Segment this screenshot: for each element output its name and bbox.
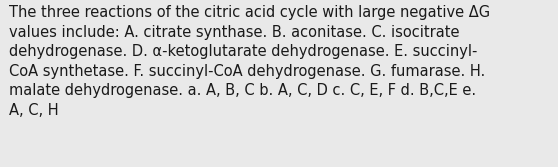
Text: The three reactions of the citric acid cycle with large negative ΔG
values inclu: The three reactions of the citric acid c… [9,5,490,118]
